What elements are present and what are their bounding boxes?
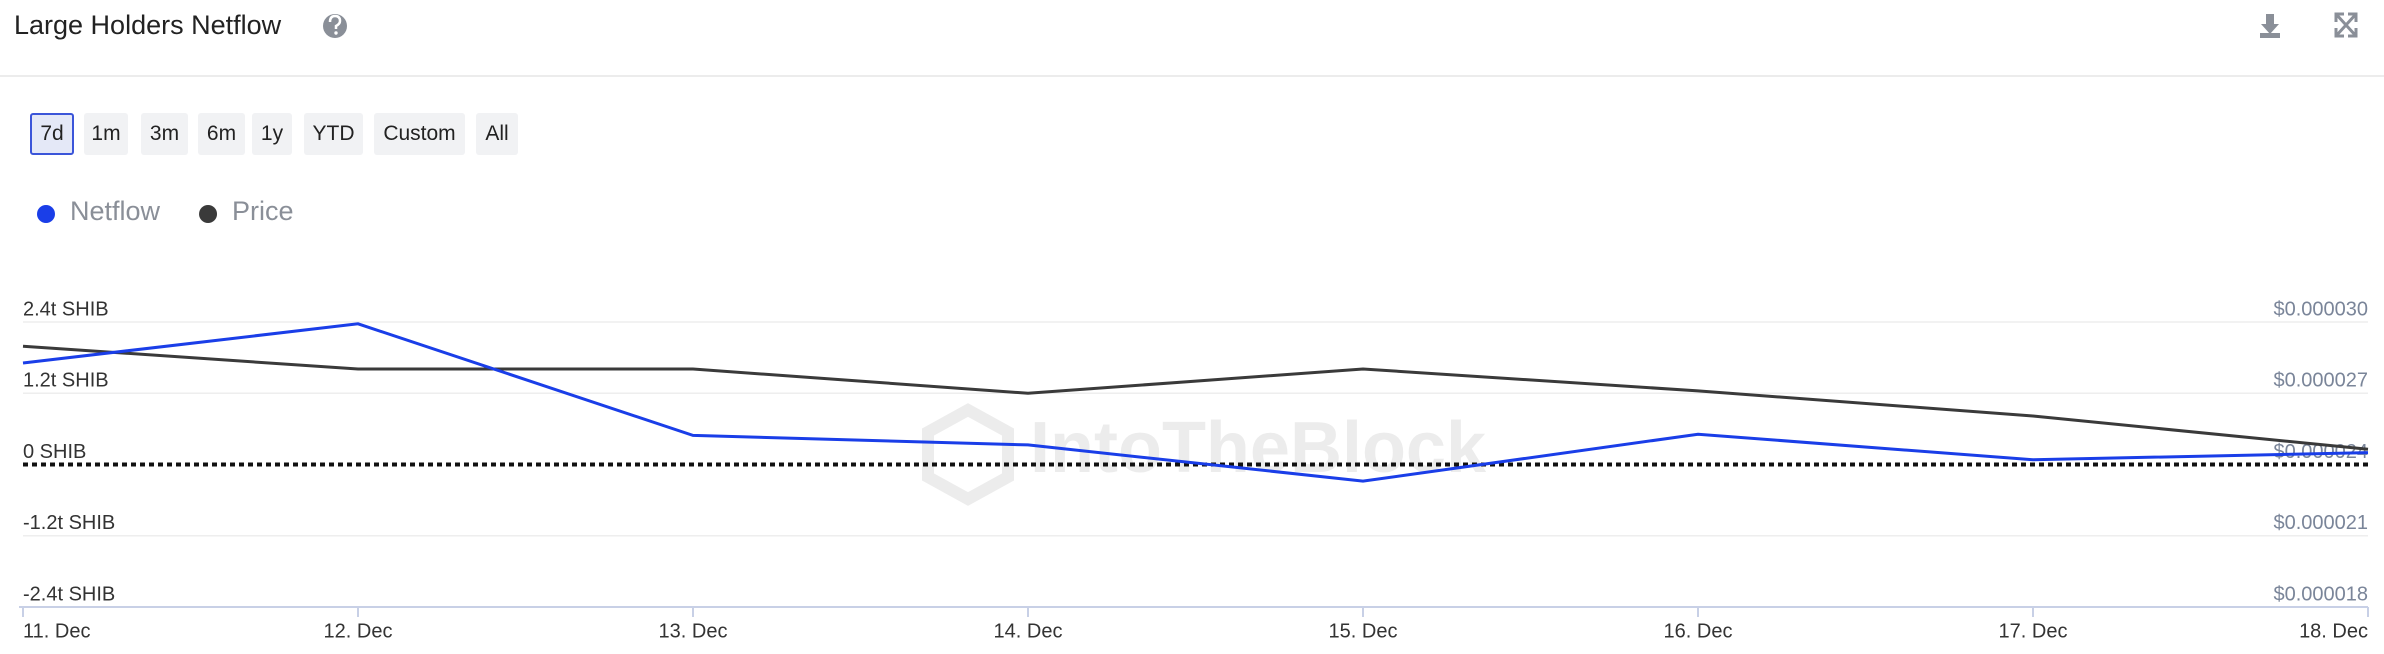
y-tick-label: -1.2t SHIB bbox=[23, 512, 115, 534]
download-icon[interactable] bbox=[2260, 14, 2280, 38]
x-tick-label: 14. Dec bbox=[994, 620, 1063, 642]
range-button[interactable]: 1m bbox=[84, 113, 128, 155]
y2-tick-label: $0.000018 bbox=[2273, 583, 2368, 605]
range-button[interactable]: YTD bbox=[304, 113, 363, 155]
fullscreen-icon[interactable] bbox=[2334, 12, 2358, 38]
watermark-logo bbox=[922, 403, 1014, 506]
legend-marker bbox=[199, 205, 218, 223]
series-line bbox=[22, 322, 2369, 483]
x-tick-label: 18. Dec bbox=[2299, 620, 2368, 642]
y2-tick-label: $0.000027 bbox=[2273, 370, 2368, 392]
series-line bbox=[22, 344, 2369, 451]
x-tick-label: 13. Dec bbox=[659, 620, 728, 642]
range-button[interactable]: Custom bbox=[374, 113, 465, 155]
legend-marker bbox=[37, 205, 55, 223]
y-tick-label: 0 SHIB bbox=[23, 441, 86, 463]
x-tick-label: 15. Dec bbox=[1329, 620, 1398, 642]
y-tick-label: -2.4t SHIB bbox=[23, 583, 115, 605]
range-button[interactable]: 3m bbox=[141, 113, 188, 155]
x-tick-label: 17. Dec bbox=[1999, 620, 2068, 642]
watermark: IntoTheBlock bbox=[1030, 408, 1487, 488]
x-tick-label: 16. Dec bbox=[1664, 620, 1733, 642]
y-tick-label: 2.4t SHIB bbox=[23, 298, 109, 320]
range-button[interactable]: 1y bbox=[252, 113, 292, 155]
range-button[interactable]: All bbox=[476, 113, 518, 155]
x-tick-label: 12. Dec bbox=[324, 620, 393, 642]
x-tick-label: 11. Dec bbox=[23, 620, 90, 642]
y2-tick-label: $0.000021 bbox=[2273, 512, 2368, 534]
help-icon[interactable] bbox=[323, 14, 347, 38]
y-tick-label: 1.2t SHIB bbox=[23, 370, 109, 392]
range-button[interactable]: 6m bbox=[198, 113, 245, 155]
chart-title: Large Holders Netflow bbox=[14, 10, 282, 40]
range-button[interactable]: 7d bbox=[30, 113, 74, 155]
y2-tick-label: $0.000030 bbox=[2273, 298, 2368, 320]
legend-label[interactable]: Netflow bbox=[70, 196, 161, 226]
legend-label[interactable]: Price bbox=[232, 196, 294, 226]
